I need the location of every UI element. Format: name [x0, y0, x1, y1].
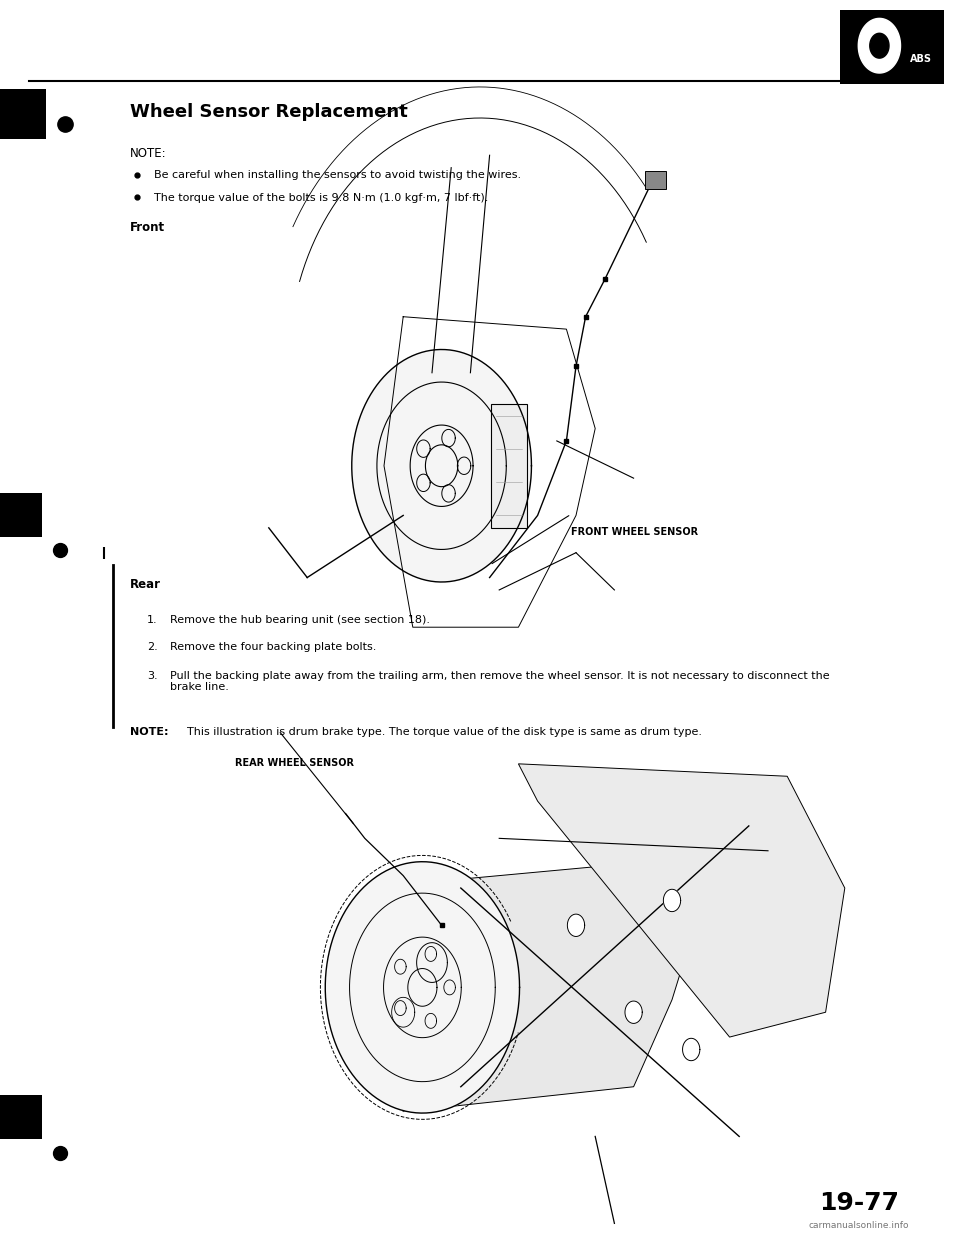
Bar: [840, 10, 944, 84]
Text: 19-77: 19-77: [819, 1191, 900, 1215]
Text: ABS: ABS: [910, 53, 932, 63]
Text: Wheel Sensor Replacement: Wheel Sensor Replacement: [130, 103, 407, 120]
Polygon shape: [325, 862, 519, 1113]
Polygon shape: [491, 404, 527, 528]
Text: 1.: 1.: [147, 615, 157, 625]
Text: This illustration is drum brake type. The torque value of the disk type is same : This illustration is drum brake type. Th…: [180, 727, 702, 737]
Text: Be careful when installing the sensors to avoid twisting the wires.: Be careful when installing the sensors t…: [154, 170, 520, 180]
Text: REAR WHEEL SENSOR: REAR WHEEL SENSOR: [235, 758, 354, 768]
Polygon shape: [567, 914, 585, 936]
Text: NOTE:: NOTE:: [130, 727, 168, 737]
Text: The torque value of the bolts is 9.8 N·m (1.0 kgf·m, 7 lbf·ft).: The torque value of the bolts is 9.8 N·m…: [154, 193, 488, 202]
Bar: [0, 493, 42, 537]
Polygon shape: [518, 764, 845, 1037]
Text: Front: Front: [130, 221, 165, 233]
Bar: [0, 89, 46, 139]
Polygon shape: [858, 19, 900, 73]
Bar: [645, 171, 666, 189]
Polygon shape: [870, 34, 889, 58]
Text: 3.: 3.: [147, 671, 157, 681]
Polygon shape: [346, 863, 691, 1112]
Bar: [0, 1095, 42, 1139]
Text: 2.: 2.: [147, 642, 157, 652]
Polygon shape: [663, 889, 681, 912]
Polygon shape: [683, 1038, 700, 1061]
Polygon shape: [625, 1001, 642, 1023]
Polygon shape: [351, 349, 532, 582]
Text: Pull the backing plate away from the trailing arm, then remove the wheel sensor.: Pull the backing plate away from the tra…: [170, 671, 829, 692]
Text: FRONT WHEEL SENSOR: FRONT WHEEL SENSOR: [571, 527, 698, 537]
Text: NOTE:: NOTE:: [130, 147, 166, 159]
Text: Remove the four backing plate bolts.: Remove the four backing plate bolts.: [170, 642, 376, 652]
Text: carmanualsonline.info: carmanualsonline.info: [809, 1221, 909, 1230]
Text: Remove the hub bearing unit (see section 18).: Remove the hub bearing unit (see section…: [170, 615, 430, 625]
Text: Rear: Rear: [130, 578, 160, 590]
